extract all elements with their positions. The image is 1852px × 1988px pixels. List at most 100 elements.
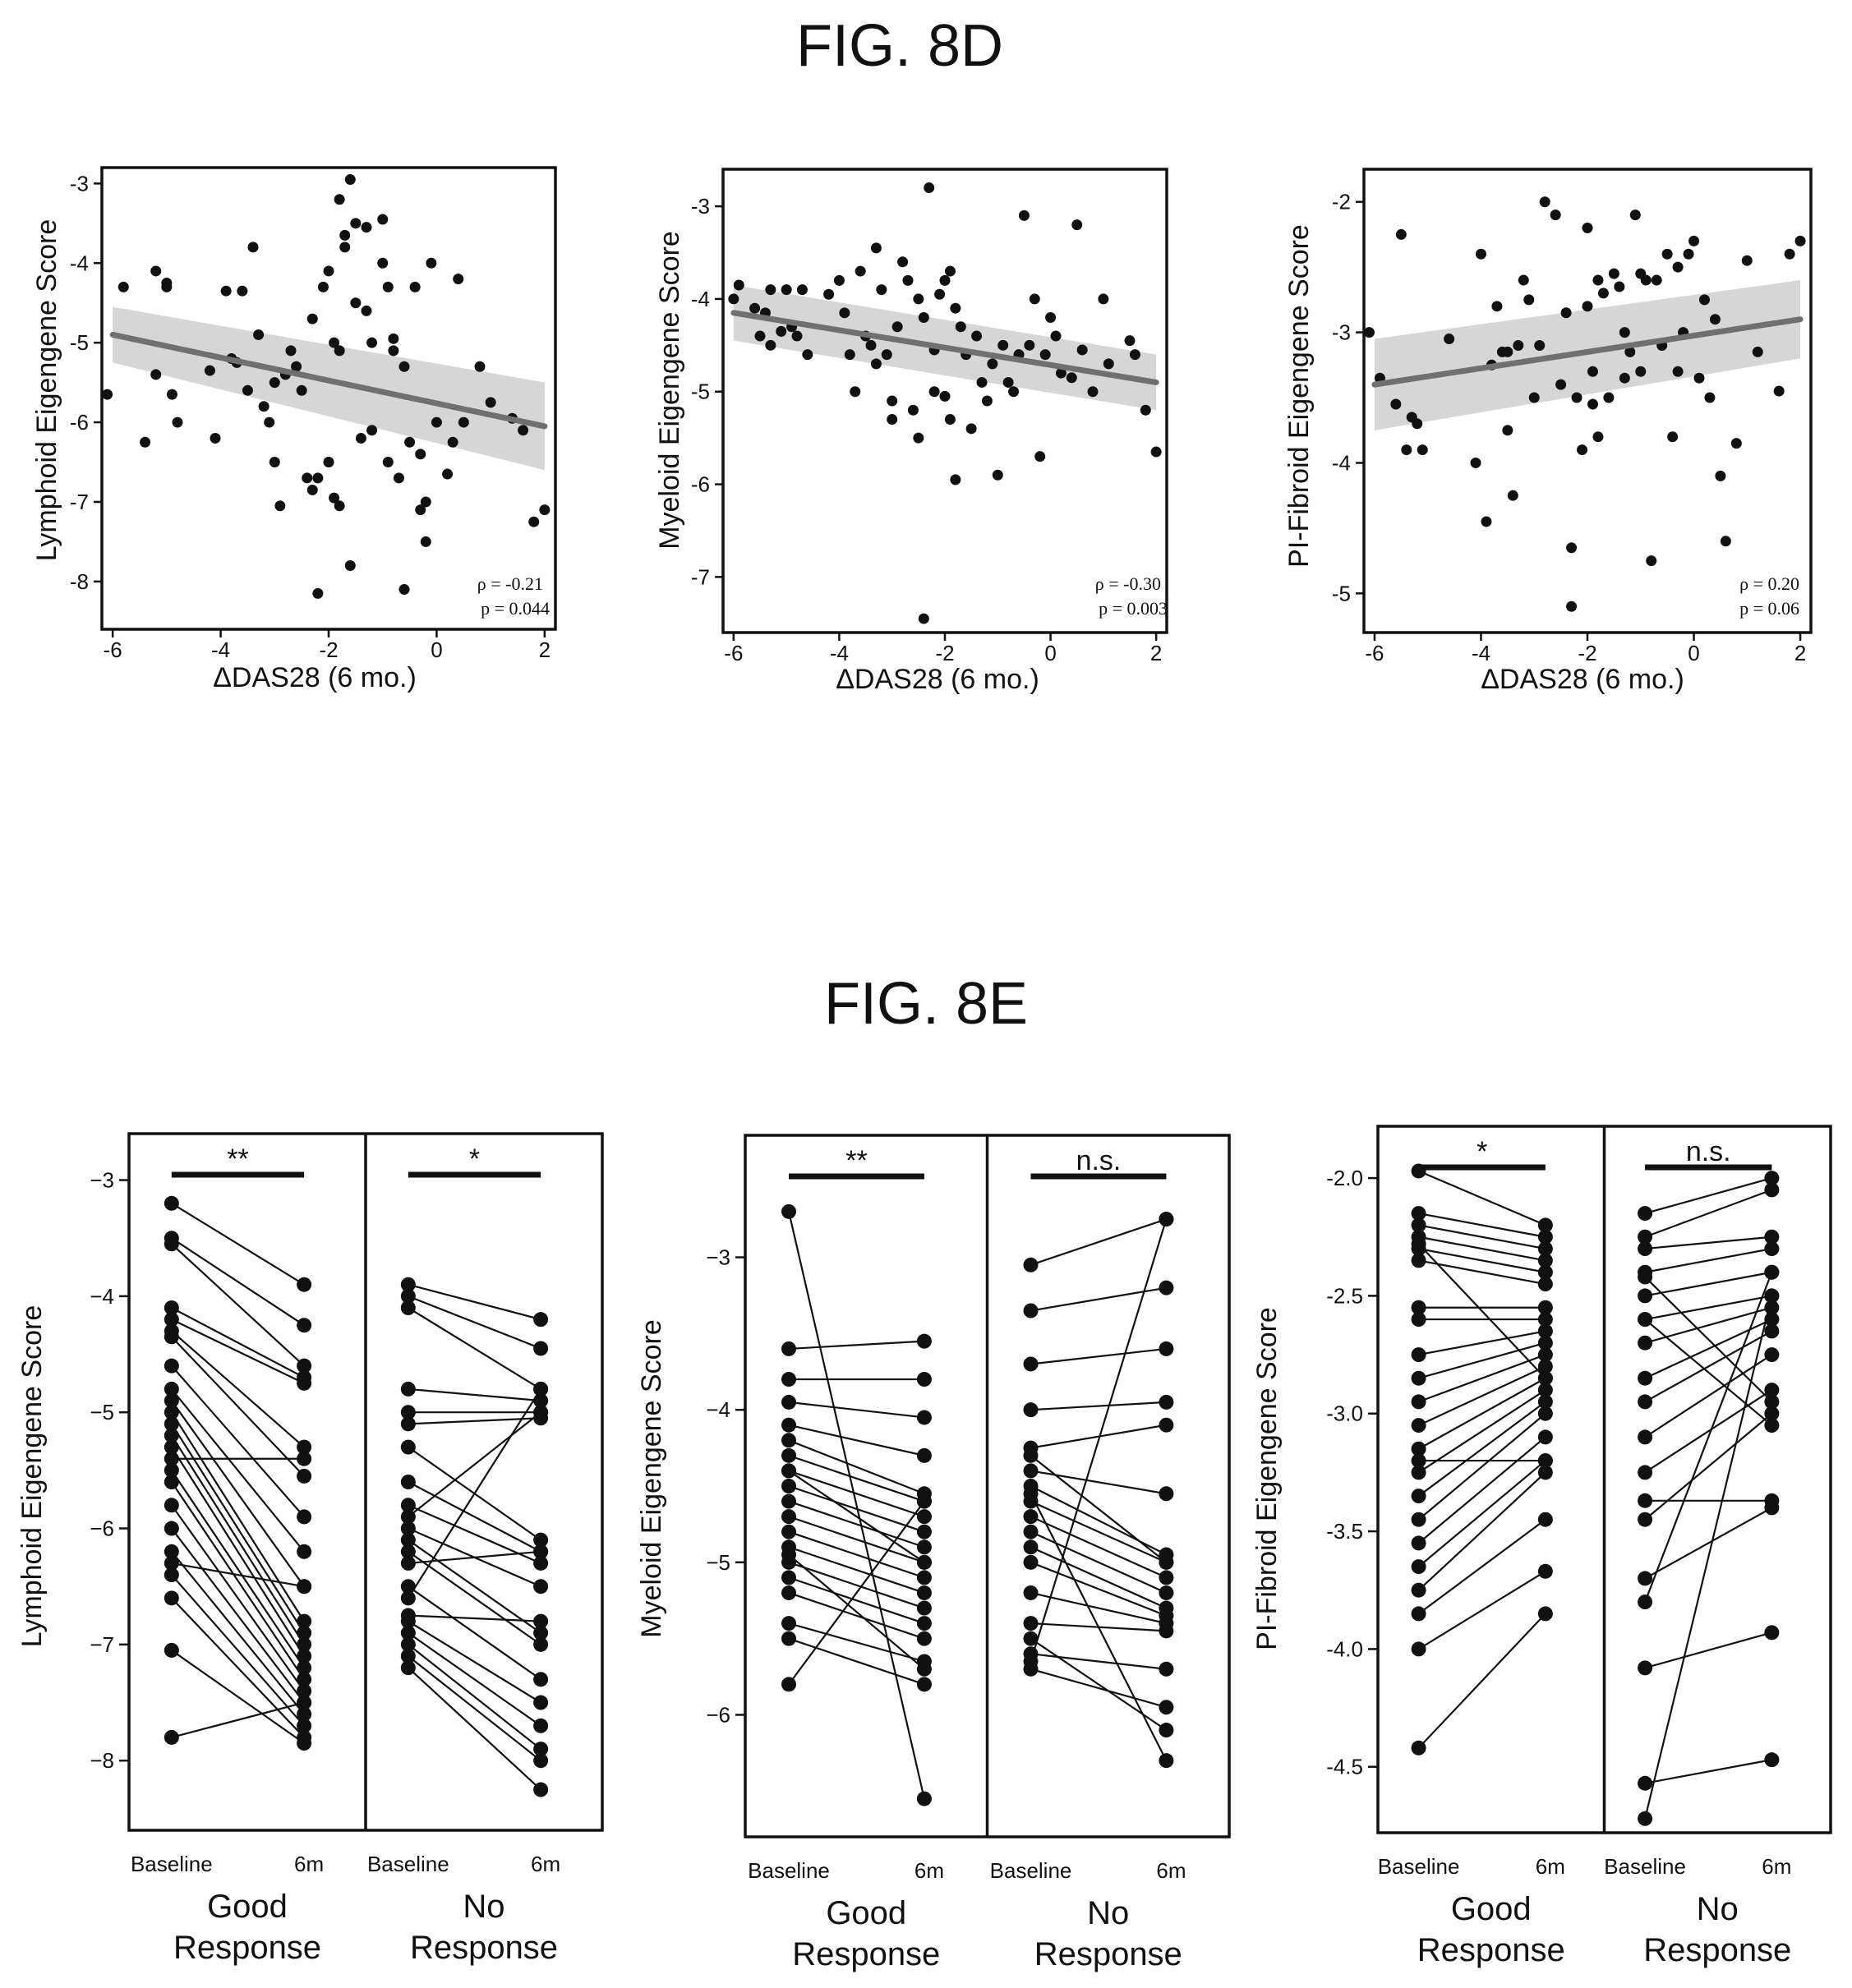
baseline-point: [164, 1329, 179, 1345]
six-month-point: [1537, 1406, 1553, 1421]
baseline-point: [400, 1475, 416, 1489]
baseline-point: [1638, 1512, 1653, 1527]
data-point: [965, 423, 977, 435]
data-point: [528, 516, 540, 527]
confidence-band: [113, 306, 545, 471]
baseline-point: [1023, 1356, 1039, 1372]
data-point: [172, 416, 183, 428]
baseline-point: [164, 1195, 179, 1211]
x-tick-label: -2: [319, 637, 338, 662]
pair-line: [788, 1553, 925, 1670]
data-point: [485, 397, 496, 408]
data-point: [1071, 219, 1083, 231]
data-point: [928, 386, 940, 398]
pair-line: [1644, 1295, 1773, 1820]
y-tick-label: -6: [691, 472, 710, 497]
y-tick-label: -4.5: [1326, 1755, 1363, 1779]
baseline-point: [1638, 1269, 1653, 1285]
six-month-point: [297, 1636, 312, 1652]
baseline-point: [1411, 1512, 1426, 1527]
pair-line: [171, 1364, 305, 1518]
data-point: [1635, 366, 1647, 377]
six-month-point: [533, 1636, 549, 1652]
baseline-point: [1411, 1559, 1426, 1575]
baseline-point: [1023, 1524, 1039, 1539]
baseline-point: [1638, 1571, 1653, 1586]
six-month-point: [916, 1539, 932, 1555]
data-point: [796, 284, 808, 296]
y-tick-label: −3: [706, 1245, 730, 1270]
baseline-point: [1411, 1217, 1426, 1233]
data-point: [913, 293, 924, 305]
y-tick-label: -5: [1332, 581, 1351, 605]
data-point: [237, 285, 248, 297]
baseline-point: [781, 1341, 797, 1356]
data-point: [887, 395, 898, 407]
pair-line: [408, 1295, 541, 1350]
data-point: [733, 279, 744, 291]
data-point: [913, 432, 924, 444]
baseline-point: [1023, 1447, 1039, 1463]
data-point: [1752, 346, 1763, 357]
data-point: [1566, 601, 1578, 612]
six-month-point: [916, 1616, 932, 1631]
six-month-point: [1159, 1623, 1174, 1639]
baseline-point: [400, 1590, 416, 1606]
panel-d-lymphoid: -6 -4 -2 0 2 -3 -4 -5 -6 -7 -8 ΔDAS28 (6 mo.) Lymp…: [31, 166, 557, 693]
group-label: Response: [173, 1930, 321, 1966]
data-point: [453, 274, 464, 285]
data-point: [981, 395, 993, 407]
six-month-point: [533, 1381, 549, 1397]
data-point: [865, 339, 877, 351]
rho-stat: ρ = 0.20: [1739, 573, 1799, 594]
six-month-point: [297, 1375, 312, 1391]
pair-line: [171, 1330, 305, 1448]
data-point: [950, 474, 961, 485]
six-month-point: [1764, 1406, 1780, 1421]
y-tick-label: −5: [90, 1400, 114, 1424]
data-point: [1651, 274, 1662, 286]
x-axis-label: ΔDAS28 (6 mo.): [213, 662, 417, 693]
baseline-point: [400, 1660, 416, 1676]
baseline-point: [781, 1547, 797, 1562]
y-tick-label: -5: [691, 380, 710, 404]
data-point: [306, 484, 318, 495]
data-point: [1039, 349, 1051, 361]
data-point: [987, 358, 998, 370]
data-point: [1640, 274, 1652, 286]
data-point: [907, 404, 919, 416]
six-month-point: [297, 1718, 312, 1733]
six-month-point: [1159, 1394, 1174, 1410]
six-month-point: [1764, 1182, 1780, 1198]
pair-line: [1418, 1259, 1546, 1286]
six-month-point: [1537, 1241, 1553, 1257]
data-point: [388, 333, 399, 344]
six-month-point: [916, 1447, 932, 1463]
y-tick-label: -8: [70, 569, 89, 594]
data-point: [1619, 372, 1630, 384]
six-month-point: [533, 1718, 549, 1733]
pair-line: [1417, 1401, 1546, 1497]
data-point: [334, 345, 345, 357]
pair-line: [1418, 1212, 1546, 1238]
data-point: [1582, 222, 1593, 233]
baseline-point: [1638, 1229, 1653, 1245]
baseline-point: [1638, 1429, 1653, 1445]
data-point: [833, 274, 845, 286]
plot-frame: [1376, 1125, 1832, 1834]
data-point: [1715, 470, 1726, 481]
baseline-point: [400, 1521, 416, 1536]
six-month-point: [1537, 1394, 1553, 1410]
baseline-point: [781, 1493, 797, 1509]
six-month-point: [1537, 1453, 1553, 1469]
data-point: [339, 229, 351, 241]
data-point: [876, 284, 887, 296]
data-point: [334, 500, 345, 512]
data-point: [366, 425, 378, 436]
data-point: [291, 361, 302, 372]
data-point: [166, 389, 177, 400]
baseline-point: [1023, 1463, 1039, 1479]
pair-line: [1418, 1236, 1546, 1262]
